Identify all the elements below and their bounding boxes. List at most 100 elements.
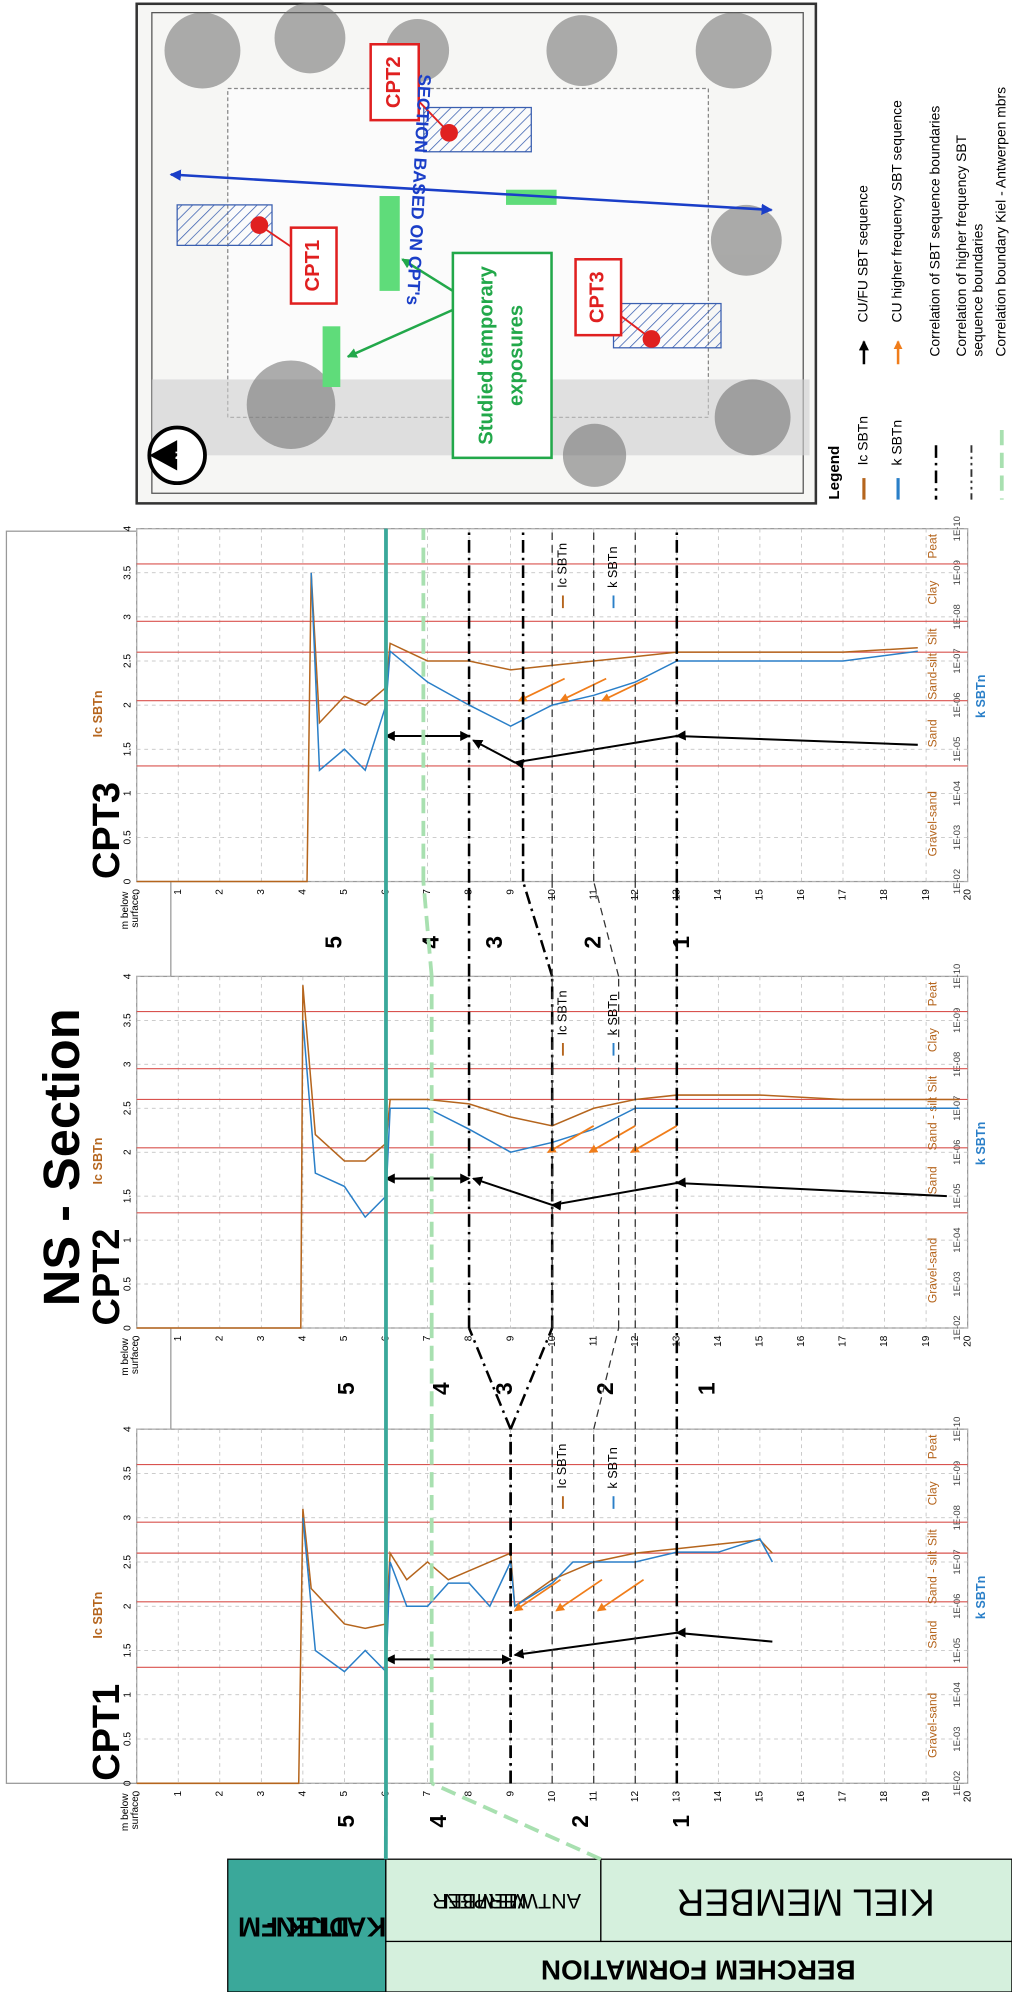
x-tick-label: 2.5: [123, 1101, 134, 1115]
y-tick-label: 14: [713, 1335, 724, 1347]
chart-title: CPT3: [86, 782, 128, 879]
x2-tick-label: 1E-04: [952, 1682, 963, 1707]
class-label: Silt: [926, 1529, 940, 1546]
x2-tick-label: 1E-04: [952, 1227, 963, 1252]
y-tick-label: 20: [962, 1791, 973, 1803]
map-trees: [164, 2, 791, 487]
cpt-zone: [423, 106, 532, 153]
class-label: Gravel-sand: [926, 1238, 940, 1303]
class-label: Sand: [926, 1621, 940, 1649]
x-tick-label: 2: [123, 1603, 134, 1609]
correlation-line: [509, 1327, 554, 1430]
y-axis-label: surface.: [130, 892, 141, 928]
x2-tick-label: 1E-05: [952, 1184, 963, 1209]
cpt-point: [642, 330, 661, 348]
cu-fu-arrow: [513, 1627, 773, 1659]
x-tick-label: 1: [123, 1692, 134, 1698]
correlation-line: [593, 1327, 620, 1430]
class-label: Sand: [926, 719, 940, 747]
y-axis-label: m below: [120, 891, 131, 929]
x2-tick-label: 1E-08: [952, 1505, 963, 1530]
cpt-point: [250, 216, 269, 234]
map-label: Studied temporary: [475, 265, 497, 444]
formation-label: DIJK FM: [238, 1912, 349, 1943]
y-tick-label: 4: [298, 889, 309, 895]
unit-label: 1: [693, 1382, 719, 1395]
cu-hf-arrow: [546, 1125, 595, 1153]
y-tick-label: 19: [921, 889, 932, 901]
x-tick-label: 1.5: [123, 1643, 134, 1657]
map-label: N: [173, 451, 187, 460]
x2-tick-label: 1E-03: [952, 1726, 963, 1751]
legend-label: CU higher frequency SBT sequence: [889, 100, 905, 323]
y-tick-label: 5: [339, 1335, 350, 1341]
y-tick-label: 19: [921, 1791, 932, 1803]
cu-hf-arrow: [588, 1125, 636, 1153]
y-tick-label: 9: [505, 1335, 516, 1341]
x-tick-label: 3.5: [123, 1466, 134, 1480]
unit-label: 1: [668, 1815, 694, 1828]
y-tick-label: 18: [879, 889, 890, 901]
unit-label: 4: [418, 936, 444, 949]
unit-label: 4: [428, 1382, 454, 1395]
x2-tick-label: 1E-10: [952, 516, 963, 541]
unit-label: 3: [481, 936, 507, 949]
y-tick-label: 10: [547, 1791, 558, 1803]
cu-fu-arrow: [472, 730, 918, 769]
x2-tick-label: 1E-07: [952, 648, 963, 673]
cu-hf-arrow: [513, 1578, 561, 1612]
x2-axis-label: k SBTn: [974, 1576, 988, 1620]
y-tick-label: 14: [713, 889, 724, 901]
x-tick-label: 0.5: [123, 1732, 134, 1746]
member-label: MEMBER: [432, 1889, 526, 1913]
x-tick-label: 3: [123, 614, 134, 620]
member-label: ANTWERPEN: [444, 1889, 581, 1913]
y-tick-label: 5: [339, 889, 350, 895]
y-tick-label: 4: [298, 1791, 309, 1797]
x-tick-label: 1: [123, 790, 134, 796]
x-tick-label: 2: [123, 702, 134, 708]
map-label: exposures: [506, 305, 528, 406]
unit-label: 2: [567, 1815, 593, 1828]
y-tick-label: 1: [173, 1791, 184, 1797]
cu-hf-arrow: [559, 677, 607, 702]
y-tick-label: 20: [962, 1335, 973, 1347]
x2-tick-label: 1E-09: [952, 1461, 963, 1486]
series-line: [136, 1508, 773, 1785]
correlation-line: [421, 881, 434, 977]
formation-table: [227, 1858, 1012, 1992]
antwerpen-cell: [385, 1858, 602, 1943]
y-tick-label: 17: [838, 1791, 849, 1803]
y-tick-label: 10: [547, 1335, 558, 1347]
map-outline: [151, 12, 804, 494]
class-label: Sand - silt: [926, 1550, 940, 1604]
y-tick-label: 1: [173, 1335, 184, 1341]
x-tick-label: 2.5: [123, 654, 134, 668]
x-tick-label: 3: [123, 1515, 134, 1521]
y-tick-label: 9: [505, 1791, 516, 1797]
x-axis-label: Ic SBTn: [91, 1592, 105, 1639]
y-tick-label: 2: [214, 1335, 225, 1341]
y-tick-label: 18: [879, 1791, 890, 1803]
series-line: [302, 1020, 960, 1219]
member-label: KIEL MEMBER: [677, 1881, 935, 1923]
y-tick-label: 3: [256, 1791, 267, 1797]
x-tick-label: 0: [123, 878, 134, 884]
cpt-box: [574, 258, 623, 337]
x-tick-label: 0: [123, 1780, 134, 1786]
y-axis-label: surface.: [130, 1338, 141, 1374]
legend-label: Ic SBTn: [555, 1444, 569, 1489]
x-tick-label: 1: [123, 1237, 134, 1243]
x-tick-label: 0.5: [123, 1277, 134, 1291]
x2-tick-label: 1E-06: [952, 1140, 963, 1165]
class-label: Gravel-sand: [926, 1693, 940, 1758]
y-tick-label: 5: [339, 1791, 350, 1797]
x2-tick-label: 1E-09: [952, 560, 963, 585]
y-tick-label: 15: [755, 1791, 766, 1803]
y-tick-label: 11: [588, 889, 599, 900]
y-tick-label: 3: [256, 889, 267, 895]
y-tick-label: 11: [588, 1791, 599, 1802]
legend-label: k SBTn: [606, 994, 620, 1035]
class-label: Peat: [926, 1434, 940, 1459]
